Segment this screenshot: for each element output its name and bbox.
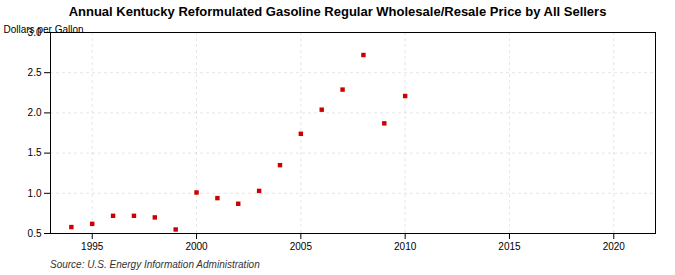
- svg-text:2015: 2015: [498, 241, 521, 252]
- svg-text:2000: 2000: [185, 241, 208, 252]
- html-text:Source: U.S. Energy Informatio: Source: U.S. Energy Information Administ…: [50, 259, 260, 270]
- svg-text:2010: 2010: [394, 241, 417, 252]
- svg-text:2.0: 2.0: [28, 107, 42, 118]
- svg-text:1.5: 1.5: [28, 147, 42, 158]
- html-text:Annual Kentucky Reformulated G: Annual Kentucky Reformulated Gasoline Re…: [68, 4, 607, 19]
- svg-text:2020: 2020: [603, 241, 626, 252]
- svg-text:1.0: 1.0: [28, 188, 42, 199]
- svg-text:0.5: 0.5: [28, 228, 42, 239]
- svg-text:Dollars per Gallon: Dollars per Gallon: [3, 23, 84, 35]
- svg-text:2.5: 2.5: [28, 67, 42, 78]
- svg-text:1995: 1995: [81, 241, 104, 252]
- svg-text:2005: 2005: [290, 241, 313, 252]
